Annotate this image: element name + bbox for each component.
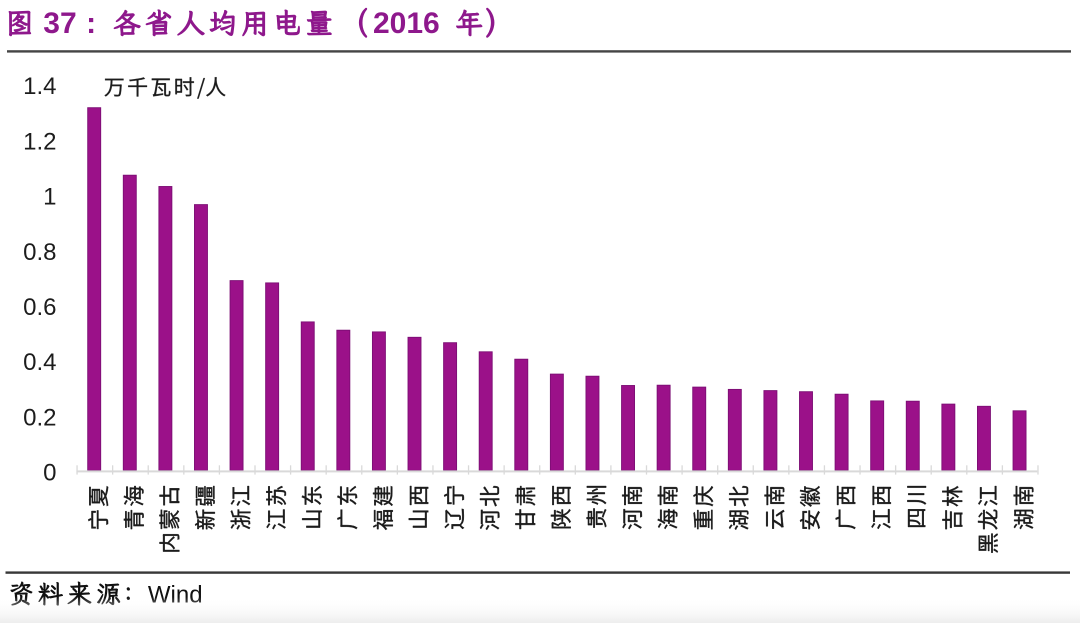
- svg-text:0: 0: [43, 460, 56, 487]
- svg-text::: :: [86, 7, 96, 40]
- svg-text:1: 1: [43, 184, 56, 211]
- svg-text:0.6: 0.6: [23, 294, 56, 321]
- svg-text:1.4: 1.4: [23, 73, 56, 100]
- svg-text:0.8: 0.8: [23, 239, 56, 266]
- svg-text:1.2: 1.2: [23, 128, 56, 155]
- svg-text:37: 37: [43, 7, 76, 40]
- svg-text:2016: 2016: [373, 7, 440, 40]
- svg-text:0.2: 0.2: [23, 404, 56, 431]
- svg-text:0.4: 0.4: [23, 349, 56, 376]
